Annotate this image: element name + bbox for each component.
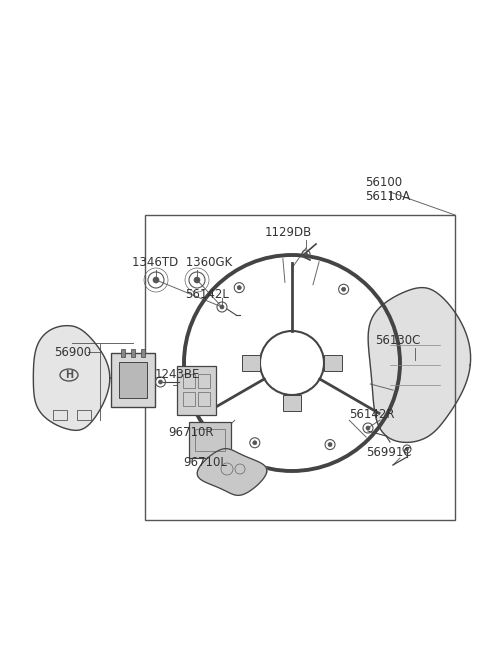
- Polygon shape: [197, 449, 267, 495]
- Bar: [131, 349, 135, 357]
- Circle shape: [194, 277, 200, 283]
- Text: 96710L: 96710L: [183, 457, 227, 470]
- Text: 1129DB: 1129DB: [265, 227, 312, 240]
- Text: 56900: 56900: [54, 345, 91, 358]
- Circle shape: [220, 305, 224, 309]
- Bar: [197, 392, 209, 405]
- Text: 56110A: 56110A: [365, 189, 410, 202]
- Bar: [242, 355, 260, 371]
- Circle shape: [153, 277, 159, 283]
- Text: 96710R: 96710R: [168, 426, 214, 438]
- Text: 56991C: 56991C: [366, 445, 412, 458]
- FancyBboxPatch shape: [119, 362, 147, 398]
- Text: 56130C: 56130C: [375, 333, 420, 346]
- Polygon shape: [368, 288, 470, 442]
- Bar: [197, 373, 209, 388]
- Polygon shape: [34, 326, 110, 430]
- Circle shape: [406, 447, 408, 451]
- Circle shape: [366, 426, 370, 430]
- Bar: [145, 215, 455, 520]
- Text: 56100: 56100: [365, 176, 402, 189]
- FancyBboxPatch shape: [111, 353, 155, 407]
- Bar: [121, 349, 125, 357]
- Bar: [53, 410, 67, 420]
- Circle shape: [304, 252, 308, 255]
- Text: H: H: [65, 370, 73, 380]
- Circle shape: [237, 286, 241, 290]
- Text: 56142L: 56142L: [185, 288, 229, 301]
- Bar: [182, 373, 194, 388]
- Circle shape: [158, 380, 163, 384]
- Circle shape: [342, 288, 346, 291]
- Circle shape: [253, 441, 257, 445]
- FancyBboxPatch shape: [177, 365, 216, 415]
- Text: 56142R: 56142R: [349, 409, 395, 422]
- Bar: [141, 349, 145, 357]
- Bar: [324, 355, 342, 371]
- Bar: [77, 410, 91, 420]
- Circle shape: [328, 443, 332, 447]
- FancyBboxPatch shape: [189, 422, 231, 458]
- Text: 1346TD  1360GK: 1346TD 1360GK: [132, 257, 232, 269]
- Bar: [283, 395, 301, 411]
- Text: 1243BE: 1243BE: [155, 369, 200, 381]
- Bar: [182, 392, 194, 405]
